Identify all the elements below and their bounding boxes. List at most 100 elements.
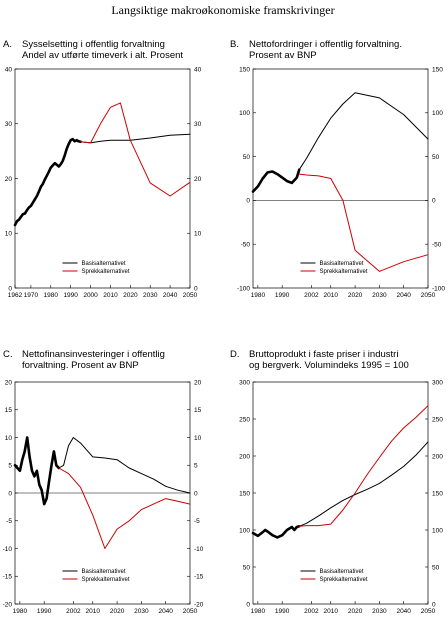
chart-panel-c: C. Nettofinansinvesteringer i offentligfo… — [3, 349, 204, 615]
x-tick-label: 1980 — [13, 608, 28, 615]
x-tick-label: 2040 — [396, 608, 411, 615]
x-tick-label: 2010 — [103, 292, 118, 299]
y-tick-label-right: 150 — [432, 490, 443, 497]
y-tick-label-right: -10 — [194, 546, 204, 553]
x-tick-label: 1980 — [251, 292, 266, 299]
series-line-basisalternativet — [298, 441, 429, 527]
y-tick-label-left: -10 — [3, 546, 13, 553]
x-tick-label: 1970 — [24, 292, 39, 299]
x-tick-label: 2030 — [372, 292, 387, 299]
plot-frame — [252, 68, 429, 289]
y-tick-label-left: 150 — [239, 490, 250, 497]
x-tick-label: 2040 — [396, 292, 411, 299]
y-tick-label-right: 150 — [432, 66, 443, 73]
x-tick-label: 2050 — [183, 292, 198, 299]
x-tick-label: 2020 — [348, 292, 363, 299]
y-tick-label-right: 5 — [194, 463, 198, 470]
series-line-history — [13, 137, 82, 227]
plot-frame — [14, 68, 191, 289]
series-line-sprekkalternativet — [298, 173, 429, 272]
x-tick-label: 1962 — [8, 292, 23, 299]
series-line-history — [251, 168, 301, 193]
x-tick-label: 2002 — [304, 292, 319, 299]
legend-label: Sprekkalternativet — [320, 577, 368, 583]
y-tick-label-left: 30 — [5, 121, 13, 128]
legend-label: Basisalternativet — [320, 569, 364, 575]
x-tick-label: 2030 — [143, 292, 158, 299]
y-tick-label-left: 200 — [239, 453, 250, 460]
y-tick-label-right: 10 — [194, 231, 202, 238]
y-tick-label-left: 250 — [239, 416, 250, 423]
chart-panel-a: A. Sysselsetting i offentlig forvaltningA… — [3, 39, 202, 299]
x-tick-label: 2020 — [110, 608, 125, 615]
series-line-sprekkalternativet — [80, 102, 191, 197]
y-tick-label-right: 15 — [194, 407, 202, 414]
panel-label: B. — [230, 39, 239, 50]
panel-title-line: Bruttoprodukt i faste priser i industri — [249, 349, 398, 360]
y-tick-label-left: 20 — [5, 176, 13, 183]
x-tick-label: 1980 — [251, 608, 266, 615]
panel-title-line: Andel av utførte timeverk i alt. Prosent — [22, 50, 183, 61]
panel-title-line: Nettofordringer i offentlig forvaltning. — [249, 39, 402, 50]
chart-panel-b: B. Nettofordringer i offentlig forvaltnin… — [230, 39, 445, 299]
x-tick-label: 1990 — [275, 608, 290, 615]
panel-title-line: Sysselsetting i offentlig forvaltning — [22, 39, 165, 50]
y-tick-label-right: -100 — [432, 285, 445, 292]
y-tick-label-right: -20 — [194, 601, 204, 608]
series-line-history — [13, 436, 61, 506]
y-tick-label-right: 0 — [432, 601, 436, 608]
y-tick-label-right: 20 — [194, 176, 202, 183]
y-tick-label-left: 150 — [239, 66, 250, 73]
legend-label: Basisalternativet — [82, 569, 126, 575]
chart-panel-d: D. Bruttoprodukt i faste priser i industr… — [230, 349, 443, 615]
panel-label: D. — [230, 349, 240, 360]
y-tick-label-left: 50 — [243, 564, 251, 571]
y-tick-label-left: 0 — [8, 490, 12, 497]
x-tick-label: 2020 — [123, 292, 138, 299]
series-line-sprekkalternativet — [298, 405, 429, 527]
panel-title-line: Nettofinansinvesteringer i offentlig — [22, 349, 165, 360]
x-tick-label: 1990 — [63, 292, 78, 299]
legend-label: Sprekkalternativet — [320, 269, 368, 275]
x-tick-label: 2020 — [348, 608, 363, 615]
legend-label: Sprekkalternativet — [82, 269, 130, 275]
y-tick-label-left: 50 — [243, 154, 251, 161]
y-tick-label-left: -50 — [241, 242, 251, 249]
y-tick-label-right: -5 — [194, 518, 200, 525]
series-line-basisalternativet — [58, 437, 191, 494]
x-tick-label: 2002 — [304, 608, 319, 615]
y-tick-label-right: 30 — [194, 121, 202, 128]
x-tick-label: 2010 — [324, 608, 339, 615]
panel-label: A. — [3, 39, 12, 50]
y-tick-label-right: 250 — [432, 416, 443, 423]
legend-label: Basisalternativet — [320, 261, 364, 267]
y-tick-label-left: 0 — [8, 285, 12, 292]
y-tick-label-right: 200 — [432, 453, 443, 460]
x-tick-label: 1980 — [44, 292, 59, 299]
panel-title-line: Prosent av BNP — [249, 50, 317, 61]
panel-label: C. — [3, 349, 13, 360]
y-tick-label-right: 100 — [432, 110, 443, 117]
x-tick-label: 2002 — [66, 608, 81, 615]
x-tick-label: 2050 — [183, 608, 198, 615]
y-tick-label-left: 10 — [5, 435, 13, 442]
y-tick-label-left: 100 — [239, 110, 250, 117]
x-tick-label: 2040 — [163, 292, 178, 299]
y-tick-label-right: 20 — [194, 379, 202, 386]
y-tick-label-right: 50 — [432, 154, 440, 161]
y-tick-label-left: 20 — [5, 379, 13, 386]
y-tick-label-left: 0 — [246, 198, 250, 205]
series-line-history — [251, 524, 301, 539]
x-tick-label: 2010 — [324, 292, 339, 299]
panel-title-line: forvaltning. Prosent av BNP — [22, 360, 139, 371]
y-tick-label-left: 15 — [5, 407, 13, 414]
y-tick-label-right: 50 — [432, 564, 440, 571]
y-tick-label-right: -15 — [194, 574, 204, 581]
y-tick-label-left: 100 — [239, 527, 250, 534]
y-tick-label-right: 0 — [194, 285, 198, 292]
y-tick-label-right: 300 — [432, 379, 443, 386]
y-tick-label-right: 10 — [194, 435, 202, 442]
x-tick-label: 1990 — [275, 292, 290, 299]
x-tick-label: 2030 — [372, 608, 387, 615]
